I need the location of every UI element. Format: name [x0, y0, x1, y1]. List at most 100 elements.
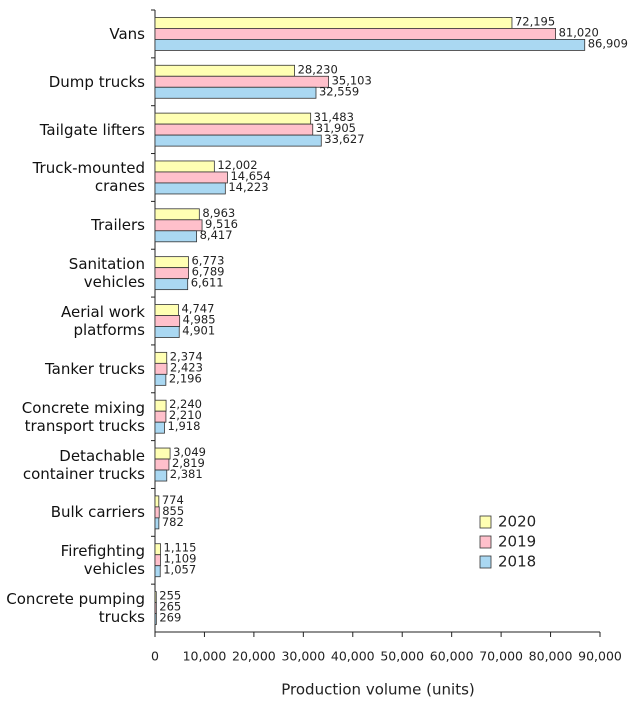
- value-label: 2,210: [169, 408, 202, 422]
- value-label: 855: [162, 504, 184, 518]
- bar: [154, 304, 179, 316]
- legend-swatch: [479, 535, 492, 549]
- legend-label: 2020: [498, 513, 536, 531]
- category-label: Tanker trucks: [45, 359, 145, 378]
- category-label: Dump trucks: [48, 72, 145, 91]
- category-label: Vans: [109, 24, 145, 43]
- bar: [154, 421, 165, 434]
- bar: [154, 469, 168, 482]
- bar: [154, 447, 171, 460]
- bar: [154, 17, 513, 29]
- bar: [154, 362, 168, 375]
- bar: [154, 219, 203, 232]
- category-label: Sanitation vehicles: [68, 255, 145, 292]
- legend-label: 2018: [498, 553, 536, 571]
- value-label: 32,559: [319, 84, 359, 98]
- x-tick-label: 40,000: [331, 649, 375, 664]
- legend-label: 2019: [498, 533, 536, 551]
- bar: [154, 495, 160, 508]
- value-label: 4,747: [181, 302, 214, 316]
- category-label: Concrete mixing transport trucks: [21, 398, 145, 435]
- value-label: 774: [162, 493, 184, 507]
- value-label: 2,423: [170, 360, 203, 374]
- value-label: 35,103: [332, 73, 372, 87]
- bar: [154, 64, 295, 77]
- bar: [154, 399, 167, 412]
- value-label: 14,223: [228, 180, 268, 194]
- bar: [154, 256, 189, 269]
- value-label: 1,057: [163, 563, 196, 577]
- value-label: 28,230: [298, 62, 338, 76]
- value-label: 782: [162, 515, 184, 529]
- x-axis-label: Production volume (units): [281, 681, 475, 699]
- bar: [154, 75, 329, 88]
- category-label: Trailers: [91, 216, 145, 235]
- category-label: Aerial work platforms: [61, 303, 145, 339]
- bar: [154, 613, 157, 625]
- value-label: 6,789: [192, 265, 225, 279]
- bar: [154, 182, 226, 195]
- bar: [154, 506, 160, 519]
- value-label: 14,654: [230, 169, 270, 183]
- bar: [154, 28, 556, 40]
- value-label: 8,963: [202, 206, 235, 220]
- value-label: 2,196: [169, 371, 202, 385]
- bar: [154, 373, 167, 386]
- category-label: Concrete pumping trucks: [6, 590, 145, 627]
- x-tick-label: 0: [151, 649, 159, 664]
- category-label: Firefighting vehicles: [60, 542, 145, 579]
- category-label: Bulk carriers: [50, 503, 145, 522]
- value-label: 269: [159, 611, 181, 625]
- value-label: 86,909: [588, 36, 628, 50]
- category-label: Tailgate lifters: [39, 120, 145, 139]
- bar: [154, 230, 198, 243]
- value-label: 1,115: [164, 541, 197, 555]
- value-label: 2,819: [172, 456, 205, 470]
- value-label: 8,417: [200, 228, 233, 242]
- x-tick-label: 10,000: [183, 649, 227, 664]
- value-label: 12,002: [217, 158, 257, 172]
- x-tick-label: 50,000: [380, 649, 424, 664]
- x-tick-label: 60,000: [430, 649, 474, 664]
- x-tick-label: 30,000: [281, 649, 325, 664]
- bar: [154, 112, 312, 125]
- x-tick-label: 20,000: [232, 649, 276, 664]
- bar: [154, 326, 180, 338]
- x-tick-label: 80,000: [529, 649, 573, 664]
- value-label: 3,049: [173, 445, 206, 459]
- bar: [154, 351, 168, 364]
- bar: [154, 565, 161, 578]
- value-label: 81,020: [559, 25, 599, 39]
- x-tick-label: 70,000: [479, 649, 523, 664]
- bar: [154, 134, 322, 147]
- bar: [154, 160, 215, 173]
- value-label: 265: [159, 600, 181, 614]
- category-label: Detachable container trucks: [22, 446, 145, 483]
- value-label: 6,773: [191, 254, 224, 268]
- bar: [154, 278, 189, 291]
- value-label: 4,985: [183, 313, 216, 327]
- bar: [154, 315, 181, 327]
- bar: [154, 267, 189, 280]
- bar: [154, 171, 228, 184]
- bar: [154, 410, 167, 423]
- bar: [154, 123, 314, 136]
- bar: [154, 554, 161, 567]
- x-tick-label: 90,000: [578, 649, 622, 664]
- bar: [154, 39, 586, 51]
- bar: [154, 517, 160, 530]
- category-label: Truck-mounted cranes: [32, 159, 145, 196]
- value-label: 255: [159, 589, 181, 603]
- value-label: 31,905: [316, 121, 356, 135]
- value-label: 2,240: [169, 397, 202, 411]
- value-label: 1,918: [167, 419, 200, 433]
- value-label: 4,901: [182, 324, 215, 338]
- legend-swatch: [479, 515, 492, 529]
- value-label: 72,195: [515, 14, 555, 28]
- legend-swatch: [479, 555, 492, 569]
- bar: [154, 543, 161, 556]
- value-label: 6,611: [191, 276, 224, 290]
- value-label: 1,109: [163, 552, 196, 566]
